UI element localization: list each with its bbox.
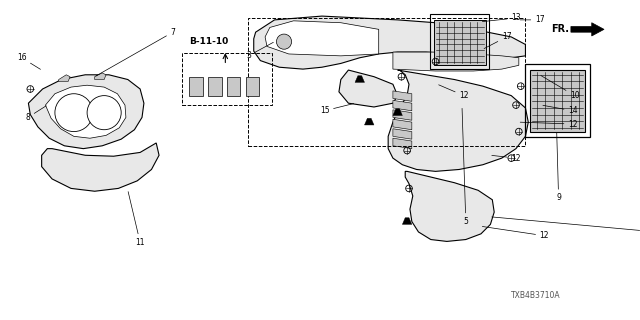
Circle shape xyxy=(55,94,93,132)
Text: 12: 12 xyxy=(520,120,577,129)
Bar xyxy=(248,18,525,146)
Text: 11: 11 xyxy=(128,192,145,247)
Text: FR.: FR. xyxy=(551,24,569,34)
Polygon shape xyxy=(28,75,144,148)
Text: 15: 15 xyxy=(320,104,354,115)
Polygon shape xyxy=(393,138,412,148)
Bar xyxy=(434,20,486,65)
Text: 16: 16 xyxy=(17,53,40,69)
Polygon shape xyxy=(393,129,412,139)
Polygon shape xyxy=(393,100,412,111)
Polygon shape xyxy=(95,73,106,80)
Polygon shape xyxy=(393,119,412,130)
Polygon shape xyxy=(45,85,126,138)
Text: 6: 6 xyxy=(492,217,640,236)
Text: 1: 1 xyxy=(0,319,1,320)
Bar xyxy=(246,77,259,96)
Polygon shape xyxy=(393,91,412,101)
Text: 12: 12 xyxy=(492,154,521,163)
Polygon shape xyxy=(42,143,159,191)
Text: B-11-10: B-11-10 xyxy=(189,37,228,46)
Polygon shape xyxy=(339,70,397,107)
Text: 16: 16 xyxy=(0,319,1,320)
Text: 13: 13 xyxy=(483,13,521,22)
Bar xyxy=(182,53,272,105)
Circle shape xyxy=(87,96,121,130)
Text: 17: 17 xyxy=(484,32,511,49)
Text: 3: 3 xyxy=(246,42,273,60)
Text: 2: 2 xyxy=(0,319,1,320)
Bar xyxy=(227,77,241,96)
Polygon shape xyxy=(405,172,494,241)
Text: 12: 12 xyxy=(438,85,468,100)
Text: 7: 7 xyxy=(96,28,175,76)
Text: TXB4B3710A: TXB4B3710A xyxy=(511,291,561,300)
Bar xyxy=(430,14,490,69)
Polygon shape xyxy=(393,110,412,120)
Bar xyxy=(530,70,585,132)
Text: 10: 10 xyxy=(541,76,580,100)
Polygon shape xyxy=(393,52,519,71)
Text: 14: 14 xyxy=(543,105,578,115)
Text: 12: 12 xyxy=(483,227,549,240)
Text: 17: 17 xyxy=(520,15,545,24)
Text: 4: 4 xyxy=(0,319,1,320)
Bar xyxy=(525,64,590,137)
Polygon shape xyxy=(59,75,70,81)
Text: 8: 8 xyxy=(26,106,46,122)
Polygon shape xyxy=(253,16,525,69)
Polygon shape xyxy=(355,76,365,82)
Text: 9: 9 xyxy=(556,133,561,202)
Circle shape xyxy=(276,34,292,49)
Bar xyxy=(189,77,203,96)
Bar xyxy=(208,77,221,96)
Polygon shape xyxy=(388,70,528,172)
Polygon shape xyxy=(265,21,379,56)
Polygon shape xyxy=(365,118,374,125)
Polygon shape xyxy=(571,23,604,36)
Polygon shape xyxy=(393,109,403,116)
Text: 5: 5 xyxy=(462,108,468,226)
Polygon shape xyxy=(403,218,412,224)
